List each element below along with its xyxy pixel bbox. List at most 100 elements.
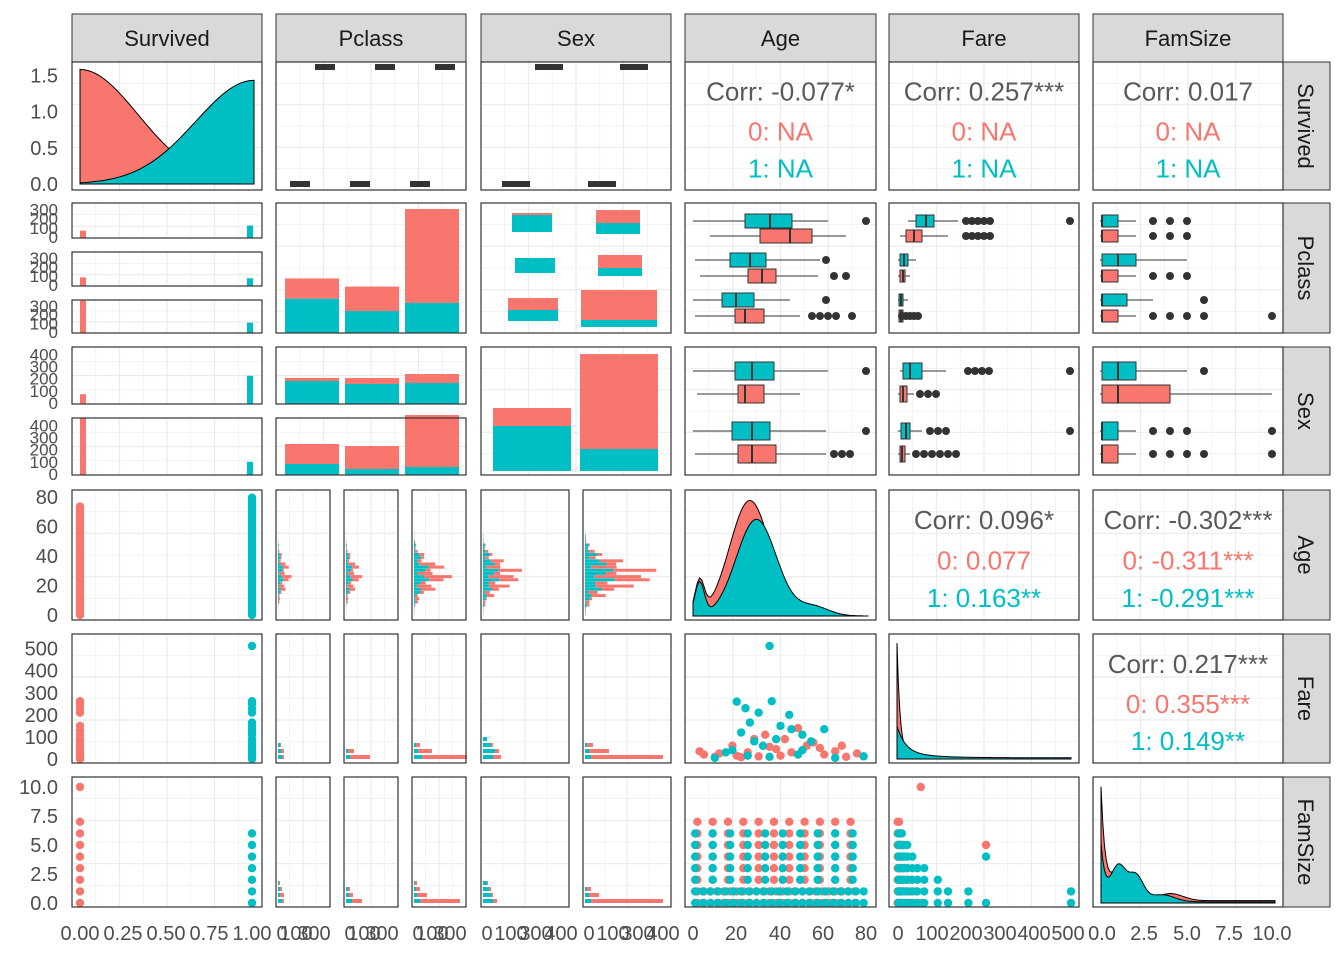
panel-border <box>71 633 263 764</box>
point-1 <box>913 898 922 908</box>
y-tick-label: 7.5 <box>30 806 58 828</box>
bar-0 <box>587 887 591 891</box>
bar-0 <box>352 899 362 903</box>
panel-border <box>582 776 672 908</box>
bar-0 <box>280 887 282 891</box>
point-1 <box>752 887 761 896</box>
bar-0 <box>493 899 497 903</box>
corr-group-0: 0: -0.311*** <box>1122 546 1253 576</box>
bar-1 <box>483 581 489 585</box>
point-0 <box>815 817 825 826</box>
point-1 <box>913 887 922 896</box>
column-strip-label: Survived <box>124 26 210 51</box>
panel-border <box>888 633 1080 764</box>
bar-1 <box>483 575 489 579</box>
bar-1 <box>346 594 347 598</box>
point-1 <box>859 898 868 908</box>
x-tick-label: 80 <box>855 923 877 945</box>
bar-1 <box>345 311 399 333</box>
point-1 <box>790 898 799 908</box>
bar-1 <box>414 568 426 572</box>
point-0 <box>785 817 794 826</box>
bar-0 <box>591 755 663 759</box>
point-1 <box>736 728 746 737</box>
bar-0 <box>508 298 558 310</box>
outlier <box>974 232 982 240</box>
x-tick-label: 0 <box>276 923 287 945</box>
panel-fare-density <box>888 633 1080 764</box>
y-tick-label: 0 <box>49 228 58 247</box>
point-1 <box>1066 898 1076 908</box>
bar-1 <box>585 887 587 891</box>
point-1 <box>690 829 700 838</box>
bar-1 <box>346 559 348 563</box>
point-1 <box>690 852 700 861</box>
bar-1 <box>483 556 486 560</box>
x-tick-label: 0 <box>583 923 594 945</box>
bar-1 <box>585 534 586 538</box>
bar-1 <box>585 893 589 897</box>
x-tick-label: 400 <box>544 923 577 945</box>
bar-1 <box>585 568 614 572</box>
y-tick-label: 0.0 <box>30 174 58 196</box>
point-1 <box>828 887 838 896</box>
x-tick-label: 10.0 <box>1253 923 1292 945</box>
outlier <box>1149 232 1157 240</box>
panel-age-density <box>684 489 877 621</box>
panel-pclass-survived-facet <box>71 202 263 239</box>
bar-0 <box>588 543 590 547</box>
y-tick-label: 10.0 <box>19 777 58 799</box>
point-1 <box>964 898 973 908</box>
outlier <box>846 450 854 458</box>
point-0 <box>75 840 85 850</box>
panel-famsize-pclass-hist <box>343 776 399 908</box>
point-1 <box>721 887 731 896</box>
panel-fare-pclass-hist <box>275 633 331 764</box>
point-1 <box>813 875 822 884</box>
bar-1 <box>346 899 352 903</box>
point-0 <box>75 887 85 896</box>
corr-group-1: 1: 0.163** <box>927 583 1041 613</box>
bar-0 <box>405 415 459 467</box>
y-tick-label: 2.5 <box>30 864 58 886</box>
box <box>1101 293 1128 307</box>
bar-1 <box>585 543 589 547</box>
x-tick-label: 0.75 <box>190 923 229 945</box>
bar-1 <box>346 568 351 572</box>
y-tick-label: 80 <box>36 487 58 509</box>
bar-0 <box>425 568 431 572</box>
bar-1 <box>585 540 586 544</box>
point-0 <box>852 749 862 758</box>
bar-1 <box>580 449 658 471</box>
point-1 <box>848 829 857 838</box>
panel-border <box>1092 202 1284 334</box>
column-strip-fare <box>888 13 1080 63</box>
bar-0 <box>491 587 499 591</box>
corr-total: Corr: 0.217*** <box>1108 649 1268 679</box>
point-1 <box>765 752 774 761</box>
bar-1 <box>414 571 418 575</box>
bar-0 <box>416 559 422 563</box>
point-0 <box>830 747 840 756</box>
bar-0 <box>491 893 493 897</box>
row-strip-label: Survived <box>1293 83 1318 169</box>
outlier <box>914 312 922 320</box>
y-tick-label: 200 <box>30 258 58 277</box>
bar-0 <box>585 600 590 604</box>
x-tick-label: 400 <box>1017 923 1050 945</box>
corr-total: Corr: -0.077* <box>706 77 855 107</box>
bar-0 <box>279 562 286 566</box>
point-0 <box>765 742 774 752</box>
point-1 <box>721 898 731 908</box>
bar-1 <box>285 381 339 404</box>
panel-border <box>684 202 877 334</box>
bar-1 <box>278 581 281 585</box>
outlier <box>916 390 924 398</box>
bar-1 <box>414 899 420 903</box>
point-1 <box>798 730 807 739</box>
bar-0 <box>417 893 427 897</box>
bar-0 <box>598 255 642 268</box>
point-1 <box>933 887 942 896</box>
outlier <box>1183 232 1191 240</box>
bar-0 <box>345 378 399 384</box>
